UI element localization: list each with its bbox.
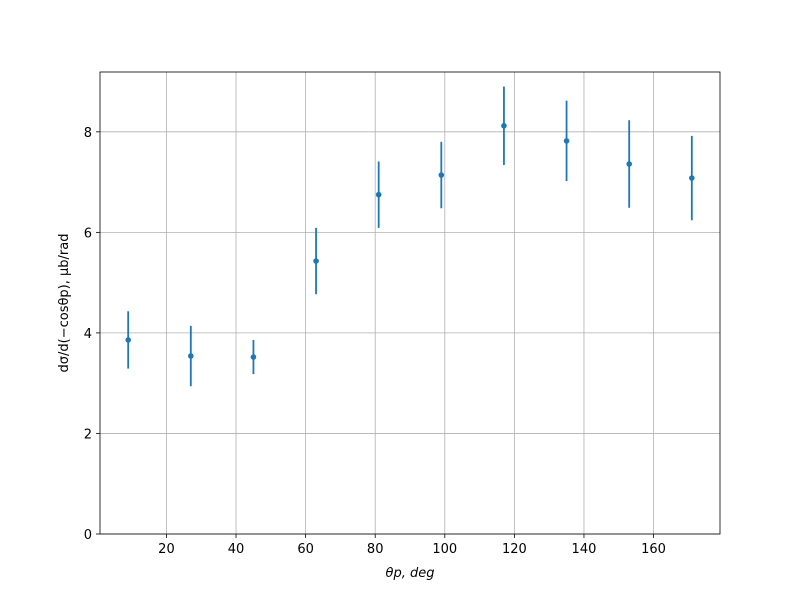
x-tick-label: 80 <box>367 542 384 557</box>
y-tick-label: 8 <box>84 126 92 141</box>
point <box>501 122 507 129</box>
plot-frame <box>99 71 721 535</box>
x-tick-label: 160 <box>641 542 666 557</box>
x-tick-label: 100 <box>432 542 457 557</box>
x-tick-label: 20 <box>158 542 175 557</box>
point <box>689 175 695 181</box>
point <box>563 138 570 144</box>
y-tick-label: 2 <box>84 427 92 442</box>
point <box>250 354 257 360</box>
point <box>313 258 319 264</box>
point <box>438 172 445 178</box>
y-tick-label: 4 <box>84 327 92 342</box>
x-axis-label: θp, deg <box>386 566 435 581</box>
x-tick-label: 120 <box>502 542 527 557</box>
point <box>626 161 632 167</box>
y-tick-label: 0 <box>84 528 92 543</box>
point <box>375 191 382 198</box>
point <box>188 353 194 359</box>
x-tick-label: 40 <box>228 542 245 557</box>
point <box>125 337 131 343</box>
y-axis-label: dσ/d(−cosθp), μb/rad <box>57 234 72 373</box>
x-tick-label: 140 <box>572 542 597 557</box>
y-tick-label: 6 <box>84 226 92 241</box>
x-tick-label: 60 <box>297 542 314 557</box>
